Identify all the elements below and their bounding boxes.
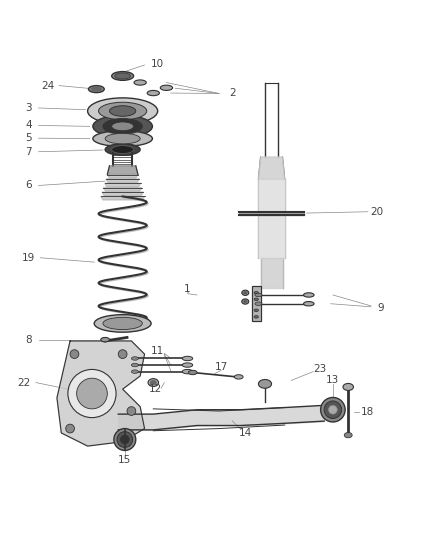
Polygon shape — [107, 166, 138, 174]
Ellipse shape — [103, 118, 142, 134]
Ellipse shape — [304, 293, 314, 297]
Ellipse shape — [114, 429, 136, 450]
Ellipse shape — [244, 300, 247, 303]
Ellipse shape — [304, 302, 314, 306]
Text: 1: 1 — [184, 284, 191, 294]
Ellipse shape — [182, 356, 193, 361]
Ellipse shape — [110, 106, 136, 116]
Ellipse shape — [131, 357, 138, 360]
Polygon shape — [101, 197, 145, 200]
Polygon shape — [258, 179, 285, 258]
Ellipse shape — [242, 299, 249, 304]
Polygon shape — [258, 157, 285, 179]
Text: 11: 11 — [151, 345, 164, 356]
Ellipse shape — [88, 98, 158, 124]
Text: 6: 6 — [25, 181, 32, 190]
Ellipse shape — [77, 378, 107, 409]
Ellipse shape — [343, 383, 353, 391]
Ellipse shape — [324, 401, 342, 418]
Text: 19: 19 — [22, 253, 35, 263]
Text: 14: 14 — [239, 428, 252, 438]
Ellipse shape — [234, 375, 243, 379]
Text: 17: 17 — [215, 362, 228, 372]
Ellipse shape — [112, 71, 134, 80]
Ellipse shape — [101, 337, 110, 342]
Ellipse shape — [93, 131, 152, 147]
Ellipse shape — [150, 381, 156, 385]
Text: 18: 18 — [361, 407, 374, 417]
Text: 22: 22 — [18, 377, 31, 387]
Ellipse shape — [148, 378, 159, 386]
Ellipse shape — [120, 435, 129, 444]
Ellipse shape — [134, 80, 146, 85]
Ellipse shape — [112, 146, 134, 154]
Ellipse shape — [321, 398, 345, 422]
Ellipse shape — [70, 350, 79, 359]
Ellipse shape — [188, 370, 197, 375]
Ellipse shape — [242, 290, 249, 295]
Polygon shape — [105, 183, 141, 187]
Ellipse shape — [88, 86, 104, 93]
Ellipse shape — [115, 73, 131, 79]
Ellipse shape — [131, 370, 138, 374]
Ellipse shape — [117, 432, 133, 447]
Text: 10: 10 — [151, 59, 164, 69]
Polygon shape — [57, 341, 145, 446]
Ellipse shape — [94, 314, 151, 332]
Polygon shape — [103, 188, 142, 191]
Text: 12: 12 — [149, 384, 162, 394]
Ellipse shape — [182, 363, 193, 367]
Ellipse shape — [131, 364, 138, 367]
Text: 2: 2 — [229, 88, 236, 99]
Ellipse shape — [93, 115, 152, 138]
Text: 8: 8 — [25, 335, 32, 345]
Ellipse shape — [99, 102, 147, 120]
Ellipse shape — [103, 317, 142, 329]
Ellipse shape — [254, 292, 258, 294]
Ellipse shape — [255, 302, 262, 305]
Ellipse shape — [344, 432, 352, 438]
Text: 5: 5 — [25, 133, 32, 143]
Text: 15: 15 — [118, 455, 131, 465]
Ellipse shape — [244, 292, 247, 294]
Ellipse shape — [147, 91, 159, 96]
Text: 9: 9 — [378, 303, 385, 313]
Ellipse shape — [105, 133, 140, 144]
Polygon shape — [106, 179, 139, 182]
Ellipse shape — [118, 350, 127, 359]
Polygon shape — [102, 192, 143, 196]
Ellipse shape — [91, 87, 102, 91]
Text: 24: 24 — [42, 80, 55, 91]
Ellipse shape — [160, 85, 173, 91]
Polygon shape — [261, 258, 283, 288]
Text: 23: 23 — [313, 365, 326, 374]
Polygon shape — [239, 212, 304, 215]
Ellipse shape — [66, 424, 74, 433]
Ellipse shape — [258, 379, 272, 388]
Ellipse shape — [328, 405, 337, 414]
Ellipse shape — [255, 293, 262, 297]
Text: 20: 20 — [370, 207, 383, 217]
Text: 13: 13 — [326, 375, 339, 385]
Ellipse shape — [68, 369, 116, 418]
Text: 3: 3 — [25, 103, 32, 113]
Polygon shape — [107, 174, 138, 178]
Ellipse shape — [105, 144, 140, 155]
Polygon shape — [252, 286, 261, 321]
Ellipse shape — [127, 407, 136, 415]
Ellipse shape — [182, 369, 193, 374]
Ellipse shape — [254, 309, 258, 312]
Ellipse shape — [112, 122, 134, 131]
Ellipse shape — [254, 298, 258, 301]
Text: 7: 7 — [25, 147, 32, 157]
Text: 4: 4 — [25, 120, 32, 131]
Ellipse shape — [254, 316, 258, 318]
